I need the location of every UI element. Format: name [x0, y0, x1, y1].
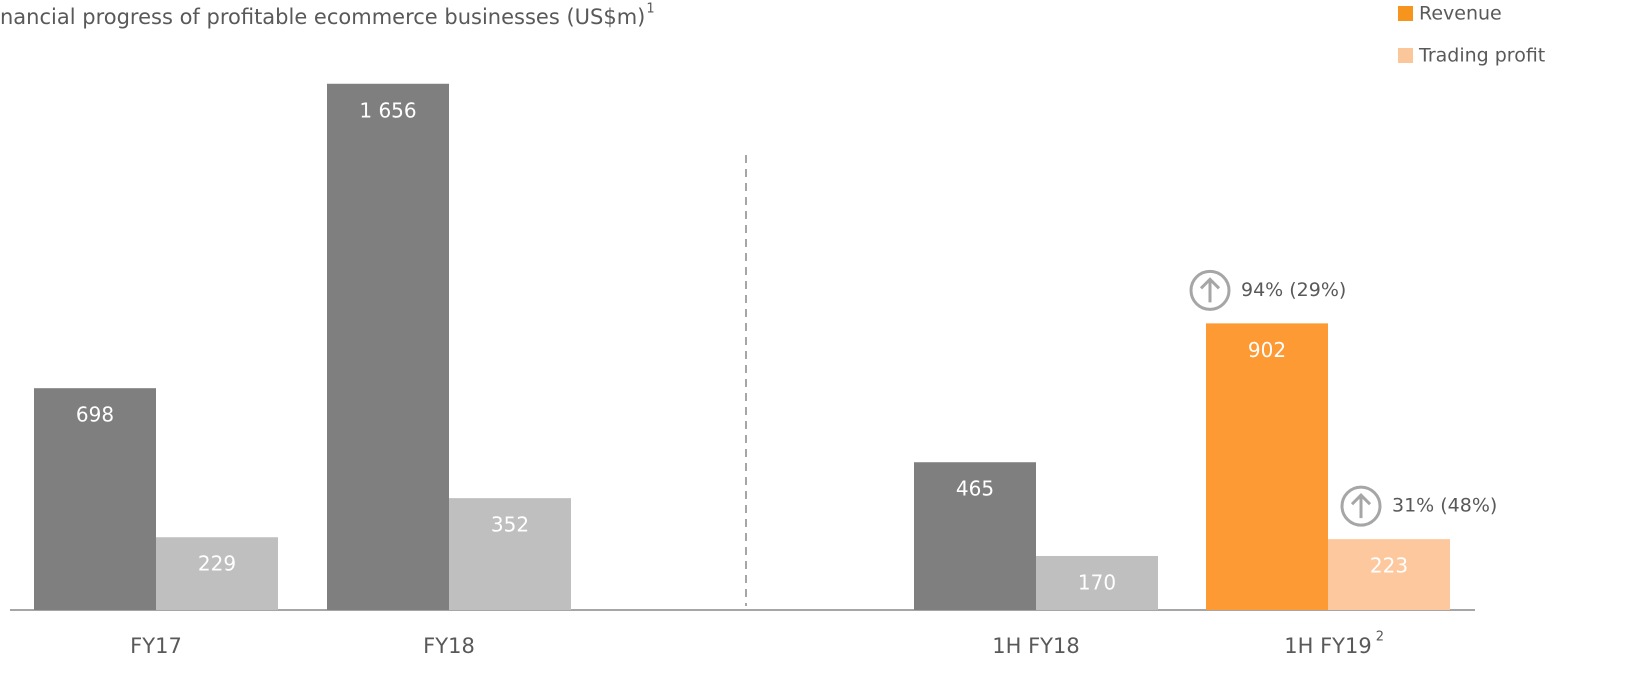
value-label: 698 [76, 403, 114, 427]
value-label: 170 [1078, 570, 1116, 594]
value-label: 229 [198, 552, 236, 576]
bar [449, 498, 571, 610]
bar [1036, 555, 1158, 610]
value-label: 223 [1370, 554, 1408, 578]
x-tick-label: 1H FY18 [992, 634, 1079, 658]
title-superscript: 1 [646, 2, 654, 17]
x-tick-label: FY18 [423, 634, 475, 658]
x-tick-label: 1H FY19 [1284, 634, 1371, 658]
value-label: 352 [491, 513, 529, 537]
legend-swatch [1398, 48, 1413, 63]
bar [34, 388, 156, 610]
value-label: 465 [956, 477, 994, 501]
bar [914, 462, 1036, 610]
growth-arrow [1199, 277, 1221, 303]
growth-icon [1340, 485, 1382, 527]
bar [156, 537, 278, 610]
growth-label: 31% (48%) [1392, 495, 1497, 517]
legend-label: Revenue [1419, 3, 1502, 25]
growth-label: 94% (29%) [1241, 279, 1346, 301]
category-superscript: 2 [1376, 630, 1384, 645]
growth-arrow [1350, 493, 1372, 519]
x-tick-label: FY17 [130, 634, 182, 658]
legend-label: Trading profit [1418, 45, 1545, 67]
growth-icon [1189, 269, 1231, 311]
value-label: 902 [1248, 338, 1286, 362]
value-label: 1 656 [359, 98, 416, 122]
bar [1206, 323, 1328, 610]
bar [327, 83, 449, 610]
legend-swatch [1398, 6, 1413, 21]
bar [1328, 539, 1450, 610]
chart-title: nancial progress of profitable ecommerce… [0, 5, 645, 29]
